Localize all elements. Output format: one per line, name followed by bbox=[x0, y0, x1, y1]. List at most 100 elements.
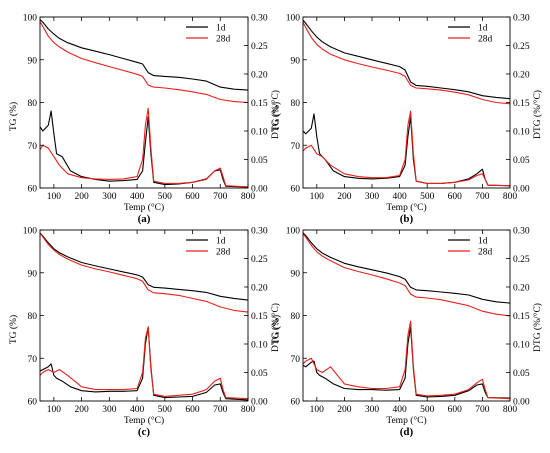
y-left-axis-title: TG (%) bbox=[271, 315, 282, 344]
y-left-tick-label: 80 bbox=[291, 312, 301, 322]
y-left-tick-label: 80 bbox=[28, 312, 38, 322]
y-right-tick-label: 0.30 bbox=[513, 227, 530, 237]
x-axis-title: Temp (°C) bbox=[386, 415, 426, 426]
x-axis-title: Temp (°C) bbox=[386, 202, 426, 213]
x-tick-label: 400 bbox=[130, 192, 145, 202]
y-right-axis-title: DTG (%/°C) bbox=[532, 303, 543, 352]
x-tick-label: 800 bbox=[503, 192, 518, 202]
x-tick-label: 700 bbox=[475, 192, 490, 202]
x-tick-label: 100 bbox=[47, 192, 62, 202]
series-28d-tg-line bbox=[40, 232, 248, 313]
y-right-tick-label: 0.25 bbox=[513, 42, 530, 52]
x-tick-label: 300 bbox=[365, 405, 380, 415]
series-group bbox=[40, 18, 248, 188]
x-tick-label: 500 bbox=[158, 405, 173, 415]
y-left-tick-label: 60 bbox=[291, 398, 301, 408]
y-left-tick-label: 70 bbox=[291, 142, 301, 152]
y-right-tick-label: 0.30 bbox=[251, 14, 268, 24]
legend-label-1d: 1d bbox=[478, 24, 488, 34]
panel-b: 100 200 300 400 500 600 700 800 60 70 80 90 100 0.00 0… bbox=[271, 14, 543, 226]
y-left-tick-label: 100 bbox=[286, 14, 301, 24]
legend-label-28d: 28d bbox=[216, 248, 231, 258]
y-right-tick-label: 0.00 bbox=[251, 398, 268, 408]
y-left-tick-label: 70 bbox=[28, 142, 38, 152]
series-1d-tg-line bbox=[40, 232, 248, 301]
legend-label-28d: 28d bbox=[478, 35, 493, 45]
series-group bbox=[303, 232, 510, 400]
y-right-tick-label: 0.30 bbox=[513, 14, 530, 24]
x-tick-label: 600 bbox=[448, 192, 463, 202]
y-right-tick-label: 0.15 bbox=[251, 99, 268, 109]
x-tick-label: 100 bbox=[310, 192, 325, 202]
y-right-tick-label: 0.20 bbox=[513, 284, 530, 294]
y-left-tick-label: 60 bbox=[28, 185, 38, 195]
x-tick-label: 700 bbox=[213, 405, 228, 415]
y-right-axis-title: DTG (%/°C) bbox=[532, 90, 543, 139]
x-tick-label: 700 bbox=[213, 192, 228, 202]
y-right-tick-label: 0.20 bbox=[251, 71, 268, 81]
x-tick-label: 200 bbox=[337, 192, 352, 202]
series-28d-dtg-line bbox=[40, 326, 248, 400]
x-tick-label: 800 bbox=[503, 405, 518, 415]
x-tick-label: 800 bbox=[241, 405, 256, 415]
series-28d-tg-line bbox=[303, 232, 510, 317]
legend-label-1d: 1d bbox=[216, 237, 226, 247]
y-right-tick-label: 0.30 bbox=[251, 227, 268, 237]
y-left-tick-label: 70 bbox=[28, 355, 38, 365]
y-right-tick-label: 0.25 bbox=[251, 255, 268, 265]
series-1d-dtg-line bbox=[303, 113, 510, 187]
x-tick-label: 800 bbox=[241, 192, 256, 202]
y-right-tick-label: 0.00 bbox=[513, 185, 530, 195]
y-left-tick-label: 70 bbox=[291, 355, 301, 365]
x-tick-label: 300 bbox=[365, 192, 380, 202]
x-tick-label: 300 bbox=[102, 192, 117, 202]
y-left-tick-label: 100 bbox=[23, 14, 38, 24]
series-28d-dtg-line bbox=[303, 320, 510, 400]
y-left-tick-label: 90 bbox=[291, 56, 301, 66]
y-left-tick-label: 90 bbox=[28, 56, 38, 66]
x-tick-label: 200 bbox=[337, 405, 352, 415]
y-right-tick-label: 0.00 bbox=[251, 185, 268, 195]
y-right-tick-label: 0.05 bbox=[251, 369, 268, 379]
series-28d-tg-line bbox=[303, 21, 510, 105]
series-1d-tg-line bbox=[303, 19, 510, 100]
legend-label-28d: 28d bbox=[216, 35, 231, 45]
series-28d-tg-line bbox=[40, 20, 248, 104]
panel-label: (c) bbox=[138, 426, 151, 438]
series-1d-dtg-line bbox=[303, 326, 510, 399]
y-right-tick-label: 0.05 bbox=[251, 156, 268, 166]
x-tick-label: 500 bbox=[420, 192, 435, 202]
y-left-tick-label: 80 bbox=[291, 99, 301, 109]
x-tick-label: 400 bbox=[392, 405, 407, 415]
y-left-tick-label: 100 bbox=[23, 227, 38, 237]
x-tick-label: 700 bbox=[475, 405, 490, 415]
legend-label-1d: 1d bbox=[478, 237, 488, 247]
y-left-axis-title: TG (%) bbox=[8, 315, 19, 344]
y-left-tick-label: 90 bbox=[28, 269, 38, 279]
x-tick-label: 400 bbox=[392, 192, 407, 202]
y-right-tick-label: 0.25 bbox=[513, 255, 530, 265]
y-right-tick-label: 0.15 bbox=[251, 312, 268, 322]
x-tick-label: 500 bbox=[158, 192, 173, 202]
x-axis-title: Temp (°C) bbox=[124, 415, 164, 426]
y-right-tick-label: 0.00 bbox=[513, 398, 530, 408]
panel-c: 100 200 300 400 500 600 700 800 60 70 80 90 100 0.00 0… bbox=[8, 227, 281, 439]
legend-label-1d: 1d bbox=[216, 24, 226, 34]
panel-a: 100 200 300 400 500 600 700 800 60 70 80 90 100 0.00 0… bbox=[8, 14, 281, 226]
panel-label: (a) bbox=[138, 213, 151, 225]
y-left-axis-title: TG (%) bbox=[271, 102, 282, 131]
x-tick-label: 600 bbox=[185, 405, 200, 415]
y-right-axis-title: DTG (%/°C) bbox=[270, 303, 281, 352]
y-right-tick-label: 0.20 bbox=[251, 284, 268, 294]
x-tick-label: 600 bbox=[185, 192, 200, 202]
y-right-tick-label: 0.05 bbox=[513, 369, 530, 379]
x-tick-label: 200 bbox=[74, 405, 89, 415]
series-1d-tg-line bbox=[40, 18, 248, 91]
y-right-tick-label: 0.10 bbox=[251, 341, 268, 351]
x-tick-label: 400 bbox=[130, 405, 145, 415]
series-1d-dtg-line bbox=[40, 110, 248, 188]
x-tick-label: 600 bbox=[448, 405, 463, 415]
